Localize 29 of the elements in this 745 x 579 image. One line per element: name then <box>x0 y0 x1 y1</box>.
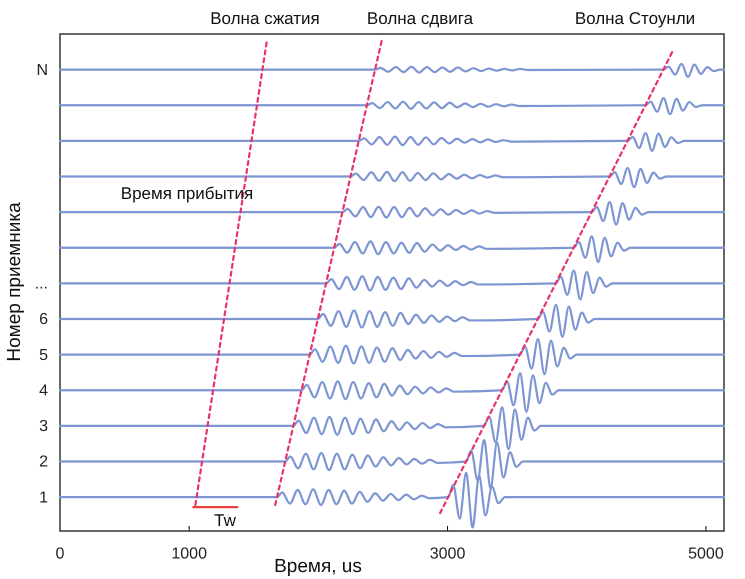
line-series <box>58 97 726 116</box>
text: Волна Стоунли <box>574 9 696 28</box>
line-series <box>58 235 726 264</box>
y-tick-label: ... <box>34 276 48 293</box>
line-series <box>58 372 726 413</box>
x-tick-label: 0 <box>56 545 65 562</box>
y-tick-label: 5 <box>39 346 48 364</box>
x-tick-label: 5000 <box>688 545 724 562</box>
line-series <box>58 166 726 188</box>
text: Волна сжатия <box>210 9 320 28</box>
text: Волна сдвига <box>366 9 474 28</box>
line-series <box>58 338 726 376</box>
x-axis-title: Время, us <box>274 556 362 577</box>
y-tick-label: 1 <box>39 489 48 506</box>
y-tick-label: 2 <box>39 454 48 471</box>
x-tick-label: 1000 <box>171 545 208 562</box>
y-tick-label: 3 <box>39 418 48 436</box>
annotation: Время прибытия <box>120 184 254 203</box>
annotation: Tw <box>214 511 237 530</box>
y-axis-title: Номер приемника <box>4 202 25 362</box>
line-series <box>58 132 726 152</box>
x-tick-label: 3000 <box>430 545 466 562</box>
line-series <box>58 201 726 226</box>
line-series <box>58 269 726 301</box>
y-tick-label: N <box>36 62 48 79</box>
line-series <box>58 304 726 338</box>
y-tick-label: 4 <box>39 382 48 400</box>
line-series <box>58 62 726 78</box>
y-tick-label: 6 <box>39 311 48 328</box>
